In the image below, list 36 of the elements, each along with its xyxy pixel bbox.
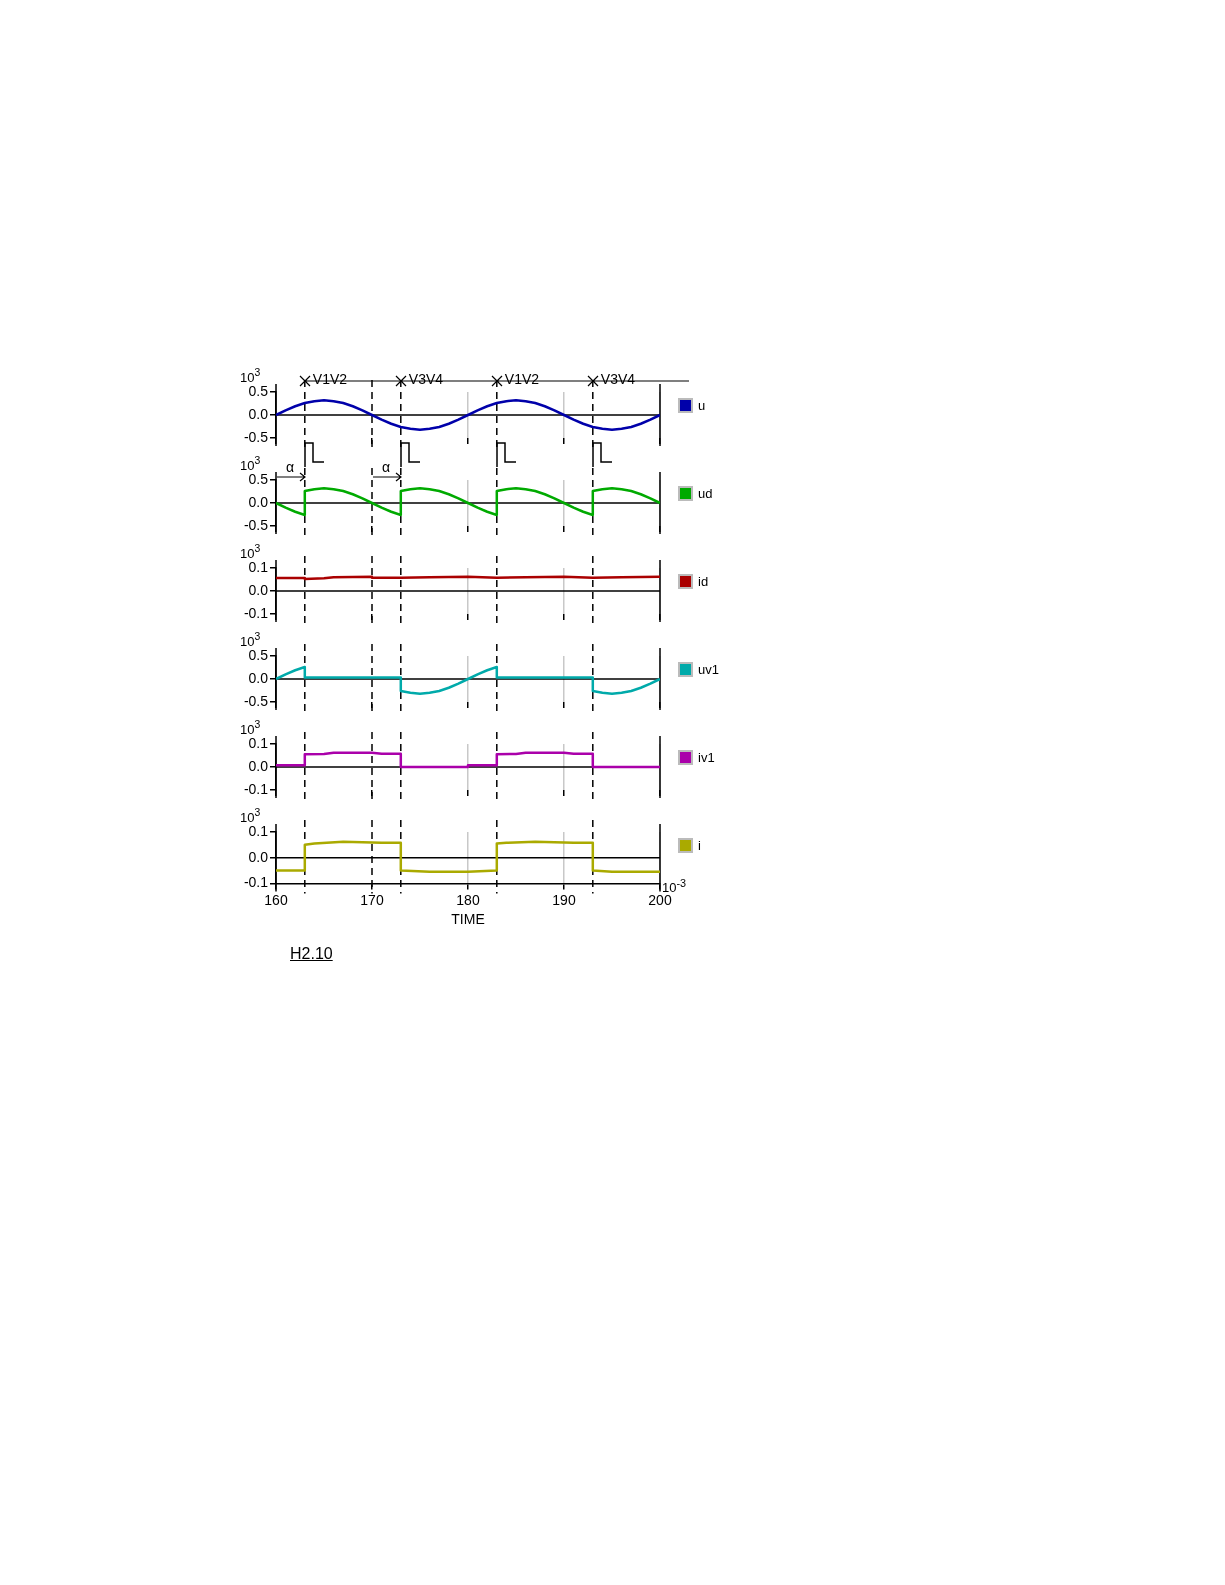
y-tick-label: 0.1: [248, 558, 269, 575]
text: α: [381, 459, 391, 475]
x-tick-label: 190: [552, 891, 576, 908]
text: α: [285, 459, 295, 475]
legend-label: i: [698, 838, 701, 853]
legend-label: ud: [698, 486, 713, 501]
y-tick-label: 0.0: [248, 581, 269, 598]
y-tick-label: -0.1: [243, 604, 269, 621]
y-tick-label: 0.0: [248, 405, 269, 422]
y-tick-label: 0.1: [248, 734, 269, 751]
y-tick-label: -0.1: [243, 874, 269, 891]
text: H2.10: [290, 945, 333, 963]
y-tick-label: 0.0: [248, 848, 269, 865]
y-tick-label: -0.5: [243, 692, 269, 709]
x-axis-title: TIME: [451, 911, 485, 928]
y-tick-label: 0.5: [248, 646, 269, 663]
y-tick-label: -0.1: [243, 780, 269, 797]
y-tick-label: 0.0: [248, 669, 269, 686]
y-tick-label: 0.1: [248, 822, 269, 839]
legend-label: u: [698, 398, 706, 413]
x-tick-label: 180: [456, 891, 480, 908]
y-tick-label: 0.0: [248, 493, 269, 510]
legend-label: id: [698, 574, 709, 589]
y-tick-label: 0.0: [248, 757, 269, 774]
y-tick-label: 0.5: [248, 470, 269, 487]
text: V1V2: [504, 371, 540, 387]
legend-label: iv1: [698, 750, 715, 765]
text: V1V2: [312, 371, 348, 387]
x-tick-label: 160: [264, 891, 288, 908]
legend-label: uv1: [698, 662, 719, 677]
text: V3V4: [600, 371, 636, 387]
text: V3V4: [408, 371, 444, 387]
x-tick-label: 170: [360, 891, 384, 908]
y-tick-label: -0.5: [243, 516, 269, 533]
y-tick-label: -0.5: [243, 428, 269, 445]
y-tick-label: 0.5: [248, 382, 269, 399]
